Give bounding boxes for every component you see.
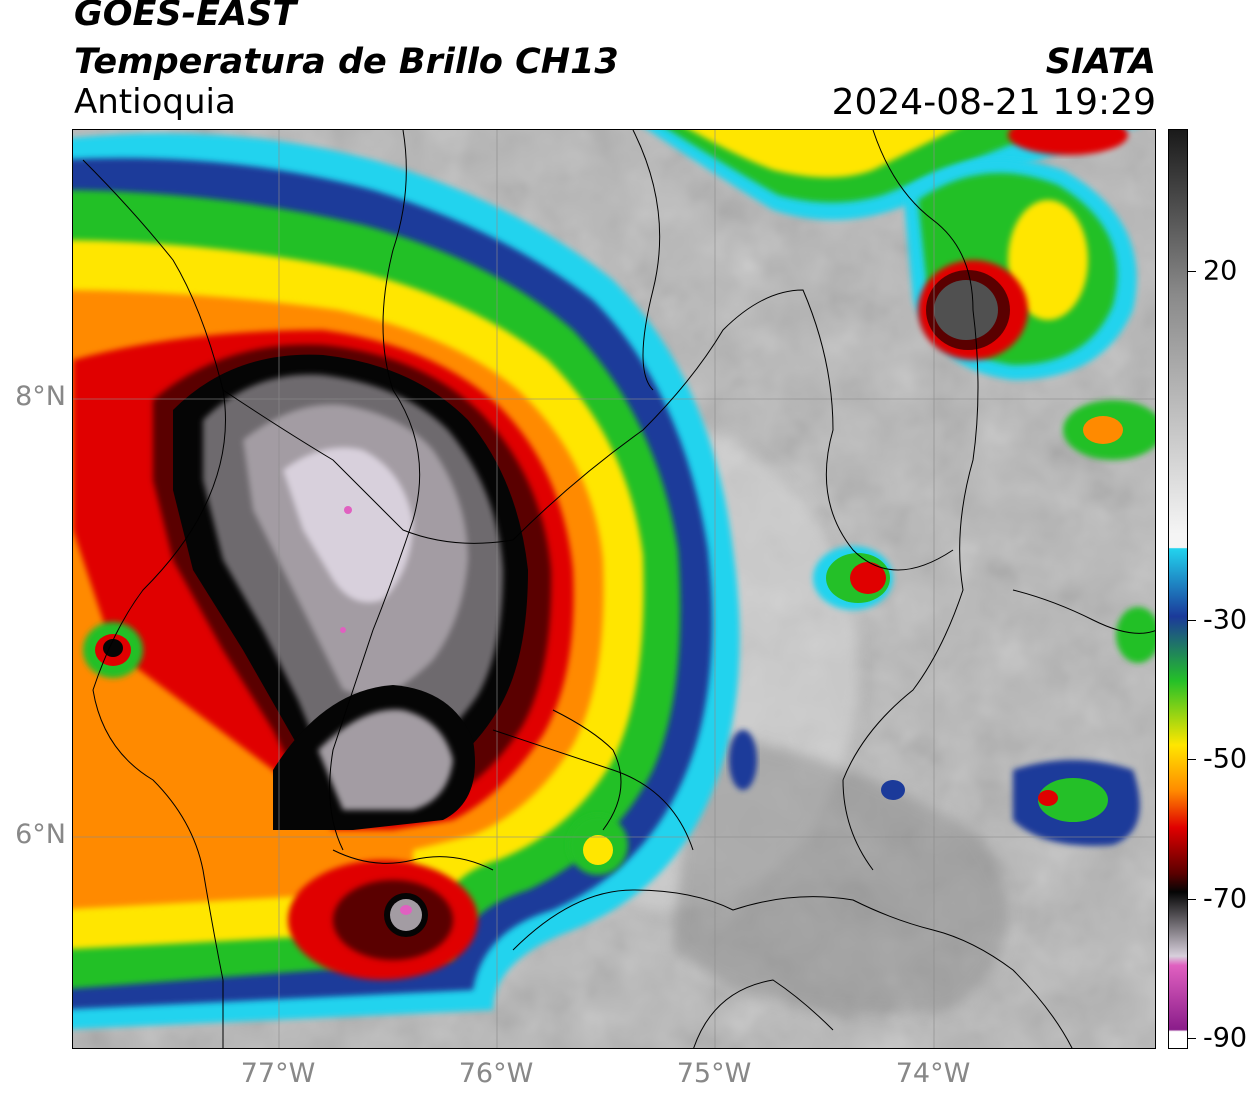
- temperature-colorbar: [1168, 129, 1188, 1049]
- brightness-temperature-field: [73, 130, 1155, 1048]
- northeast-storm-cell: [903, 158, 1137, 380]
- graticule: [73, 130, 1155, 1048]
- latitude-label-6n: 6°N: [15, 819, 66, 850]
- colorbar-label-minus50: -50: [1203, 743, 1248, 775]
- longitude-label-74w: 74°W: [895, 1058, 971, 1089]
- colorbar-label-20: 20: [1203, 255, 1238, 287]
- colorbar-label-minus90: -90: [1203, 1022, 1248, 1054]
- colorbar-tick: [1188, 620, 1196, 621]
- latitude-label-8n: 8°N: [15, 381, 66, 412]
- satellite-map: [72, 129, 1156, 1049]
- product-title: Temperatura de Brillo CH13: [74, 42, 619, 82]
- region-label: Antioquia: [74, 82, 236, 122]
- colorbar-tick: [1188, 759, 1196, 760]
- northern-cloud-band: [648, 130, 1128, 220]
- longitude-label-76w: 76°W: [458, 1058, 534, 1089]
- western-storm-cell: [83, 622, 143, 678]
- organization-label: SIATA: [1045, 42, 1156, 82]
- eastern-storm-cells: [568, 400, 1155, 875]
- colorbar-label-minus30: -30: [1203, 604, 1248, 636]
- longitude-label-77w: 77°W: [240, 1058, 316, 1089]
- colorbar-tick: [1188, 271, 1196, 272]
- main-storm-system: [73, 133, 740, 1030]
- timestamp-label: 2024-08-21 19:29: [831, 82, 1156, 123]
- southern-storm-cell: [288, 860, 478, 980]
- colorbar-label-minus70: -70: [1203, 883, 1248, 915]
- satellite-title: GOES-EAST: [74, 0, 297, 34]
- colorbar-tick: [1188, 1038, 1196, 1039]
- colorbar-tick: [1188, 899, 1196, 900]
- administrative-boundaries: [82, 130, 1155, 1048]
- longitude-label-75w: 75°W: [676, 1058, 752, 1089]
